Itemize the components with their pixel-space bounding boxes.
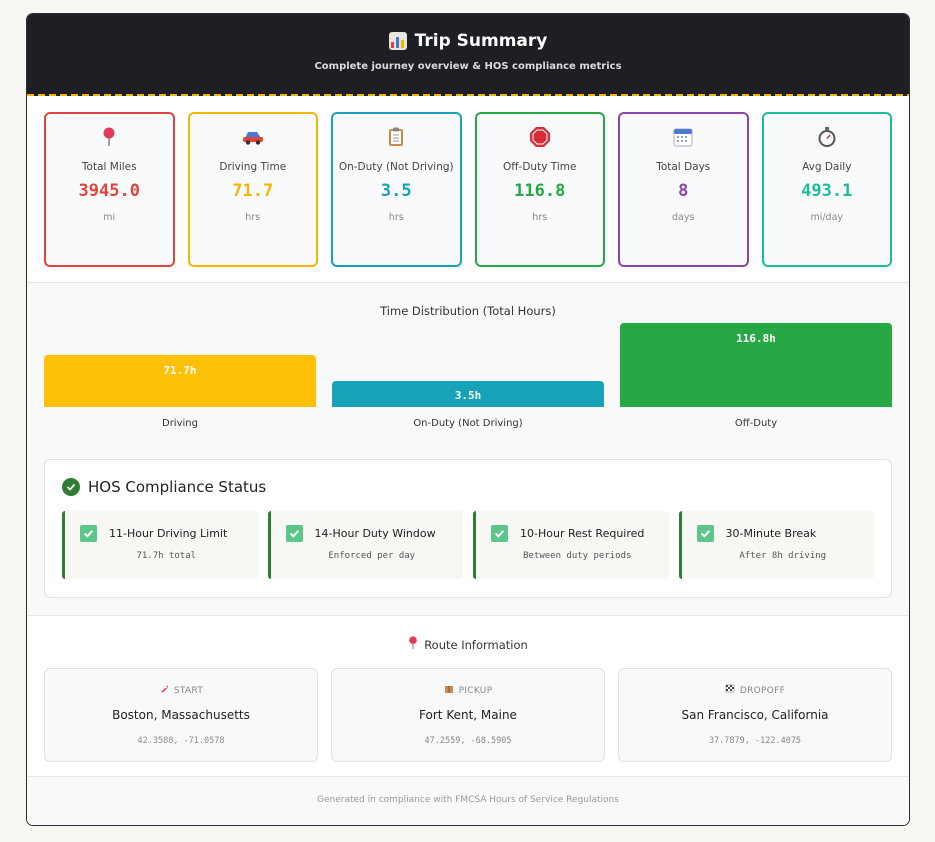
metric-value: 493.1 <box>801 181 853 201</box>
hos-item-title: 11-Hour Driving Limit <box>109 527 228 540</box>
page-subtitle: Complete journey overview & HOS complian… <box>314 61 622 72</box>
metric-unit: hrs <box>245 212 261 223</box>
car-icon <box>190 126 317 148</box>
stop-sign-icon <box>477 126 604 148</box>
metric-value: 71.7 <box>232 181 274 201</box>
bar-label: On-Duty (Not Driving) <box>413 418 523 429</box>
metric-value: 8 <box>678 181 689 201</box>
stopwatch-icon <box>764 126 891 148</box>
hos-item-detail: Between duty periods <box>523 551 632 561</box>
metric-label: Total Miles <box>81 161 137 173</box>
checkmark-icon <box>80 525 97 542</box>
hos-item-title: 30-Minute Break <box>725 527 817 540</box>
footer: Generated in compliance with FMCSA Hours… <box>27 777 909 825</box>
metric-unit: hrs <box>388 212 404 223</box>
bar-label: Driving <box>162 418 198 429</box>
bar-chart-icon <box>388 32 407 50</box>
pushpin-icon <box>408 636 418 653</box>
route-stop-pickup: PICKUP Fort Kent, Maine 47.2559, -68.590… <box>331 668 605 762</box>
metric-value: 3.5 <box>380 181 412 201</box>
route-kind: START <box>173 685 204 696</box>
metric-on-duty: On-Duty (Not Driving) 3.5 hrs <box>331 112 462 267</box>
route-place: Boston, Massachusetts <box>112 708 250 722</box>
metric-value: 116.8 <box>514 181 566 201</box>
metric-label: Avg Daily <box>802 161 852 173</box>
metric-off-duty: Off-Duty Time 116.8 hrs <box>474 112 605 267</box>
rocket-icon <box>159 684 169 697</box>
distribution-title: Time Distribution (Total Hours) <box>380 304 556 318</box>
route-coords: 37.7879, -122.4075 <box>708 736 802 746</box>
route-stop-start: START Boston, Massachusetts 42.3588, -71… <box>44 668 318 762</box>
hos-item-detail: 71.7h total <box>136 551 197 561</box>
route-coords: 42.3588, -71.0578 <box>137 736 225 746</box>
bar-on-duty: 3.5h <box>332 381 604 407</box>
header: Trip Summary Complete journey overview &… <box>27 14 909 96</box>
hos-item: 11-Hour Driving Limit 71.7h total <box>62 511 258 579</box>
hos-compliance-panel: HOS Compliance Status 11-Hour Driving Li… <box>44 459 892 598</box>
metric-label: Driving Time <box>219 161 287 173</box>
hos-item-title: 14-Hour Duty Window <box>314 527 436 540</box>
metric-driving-time: Driving Time 71.7 hrs <box>187 112 318 267</box>
metric-unit: mi <box>103 212 116 223</box>
hos-item: 10-Hour Rest Required Between duty perio… <box>473 511 669 579</box>
calendar-icon <box>620 126 747 148</box>
route-kind: PICKUP <box>458 685 493 696</box>
hos-item: 14-Hour Duty Window Enforced per day <box>267 511 463 579</box>
pushpin-icon <box>46 126 173 148</box>
metric-unit: mi/day <box>810 212 844 223</box>
metric-label: Total Days <box>656 161 711 173</box>
checkmark-icon <box>491 525 508 542</box>
metrics-row: Total Miles 3945.0 mi Driving Time 71.7 … <box>27 96 909 283</box>
route-place: Fort Kent, Maine <box>419 708 517 722</box>
metric-total-days: Total Days 8 days <box>618 112 749 267</box>
hos-item-title: 10-Hour Rest Required <box>520 527 645 540</box>
check-circle-icon <box>62 478 80 496</box>
package-icon <box>444 684 454 697</box>
hos-item-detail: Enforced per day <box>328 551 416 561</box>
route-title: Route Information <box>424 637 528 652</box>
bar-off-duty: 116.8h <box>620 323 892 407</box>
metric-value: 3945.0 <box>78 181 140 201</box>
route-information-section: Route Information START Boston, Massachu… <box>27 616 909 777</box>
metric-avg-daily: Avg Daily 493.1 mi/day <box>761 112 892 267</box>
route-kind: DROPOFF <box>739 685 786 696</box>
page-title: Trip Summary <box>414 31 548 51</box>
hos-title: HOS Compliance Status <box>88 478 267 496</box>
distribution-bars: 71.7h 3.5h 116.8h <box>44 323 892 407</box>
checkered-flag-icon <box>725 684 735 697</box>
bar-driving: 71.7h <box>44 355 316 407</box>
route-coords: 47.2559, -68.5905 <box>424 736 512 746</box>
checkmark-icon <box>285 525 303 542</box>
route-stop-dropoff: DROPOFF San Francisco, California 37.787… <box>618 668 892 762</box>
time-distribution-section: Time Distribution (Total Hours) 71.7h 3.… <box>27 283 909 616</box>
metric-unit: days <box>672 212 695 223</box>
hos-item: 30-Minute Break After 8h driving <box>678 511 874 579</box>
trip-summary-card: Trip Summary Complete journey overview &… <box>26 13 910 826</box>
clipboard-icon <box>333 126 460 148</box>
metric-total-miles: Total Miles 3945.0 mi <box>44 112 175 267</box>
metric-label: Off-Duty Time <box>503 161 577 173</box>
metric-label: On-Duty (Not Driving) <box>338 161 454 173</box>
metric-unit: hrs <box>532 212 548 223</box>
route-place: San Francisco, California <box>681 708 829 722</box>
bar-label: Off-Duty <box>734 418 778 429</box>
hos-item-detail: After 8h driving <box>739 551 827 561</box>
checkmark-icon <box>696 525 714 542</box>
